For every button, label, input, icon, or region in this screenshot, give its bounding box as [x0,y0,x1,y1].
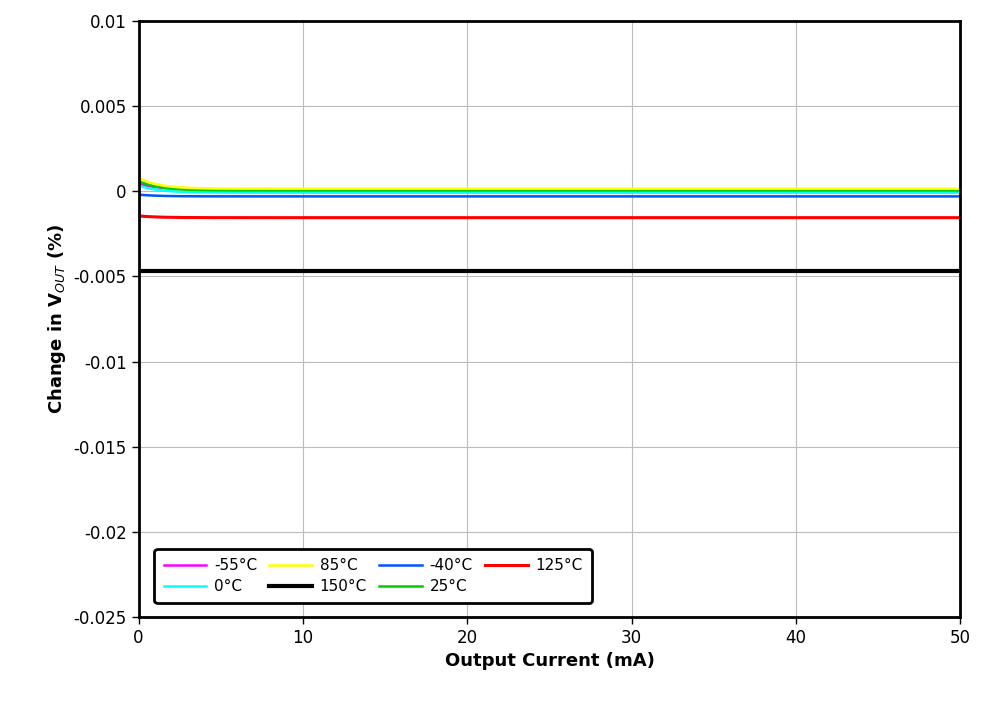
-55°C [217,185,229,193]
150°C [495,267,507,275]
150°C [697,267,709,275]
0°C [465,189,477,197]
125°C [217,213,229,222]
-55°C [697,185,709,193]
Line: -55°C: -55°C [139,184,960,189]
25°C [133,177,145,185]
Line: 125°C: 125°C [139,216,960,217]
X-axis label: Output Current (mA): Output Current (mA) [445,652,654,670]
125°C [495,213,507,222]
85°C [890,184,902,193]
0°C [133,181,145,189]
125°C [773,213,785,222]
Line: -40°C: -40°C [139,195,960,196]
-55°C [773,185,785,193]
85°C [773,184,785,193]
25°C [788,186,800,195]
-40°C [217,192,229,200]
85°C [954,184,966,193]
125°C [813,213,825,222]
85°C [133,173,145,182]
-55°C [788,185,800,193]
-40°C [133,191,145,199]
150°C [788,267,800,275]
-40°C [465,192,477,200]
125°C [697,213,709,222]
-55°C [133,179,145,188]
-55°C [954,185,966,193]
0°C [896,189,908,197]
125°C [954,213,966,222]
25°C [915,186,927,195]
85°C [697,184,709,193]
25°C [954,186,966,195]
85°C [495,184,507,193]
0°C [697,189,709,197]
125°C [788,213,800,222]
25°C [697,186,709,195]
0°C [788,189,800,197]
Line: 85°C: 85°C [139,177,960,189]
Line: 25°C: 25°C [139,181,960,191]
-55°C [892,185,904,193]
-40°C [697,192,709,200]
25°C [773,186,785,195]
-40°C [954,192,966,200]
-40°C [788,192,800,200]
150°C [465,267,477,275]
-40°C [841,192,852,200]
125°C [465,213,477,222]
25°C [217,186,229,194]
0°C [495,189,507,197]
85°C [465,184,477,193]
150°C [133,267,145,275]
0°C [217,189,229,197]
0°C [954,189,966,197]
150°C [217,267,229,275]
-40°C [773,192,785,200]
150°C [954,267,966,275]
85°C [788,184,800,193]
-55°C [495,185,507,193]
Line: 0°C: 0°C [139,185,960,193]
85°C [217,184,229,193]
Legend: -55°C, 0°C, 85°C, 150°C, -40°C, 25°C, 125°C, : -55°C, 0°C, 85°C, 150°C, -40°C, 25°C, 12… [154,549,592,604]
25°C [465,186,477,195]
-55°C [465,185,477,193]
0°C [773,189,785,197]
-40°C [495,192,507,200]
125°C [133,212,145,220]
25°C [495,186,507,195]
150°C [773,267,785,275]
Y-axis label: Change in V$_{OUT}$ (%): Change in V$_{OUT}$ (%) [46,224,68,414]
